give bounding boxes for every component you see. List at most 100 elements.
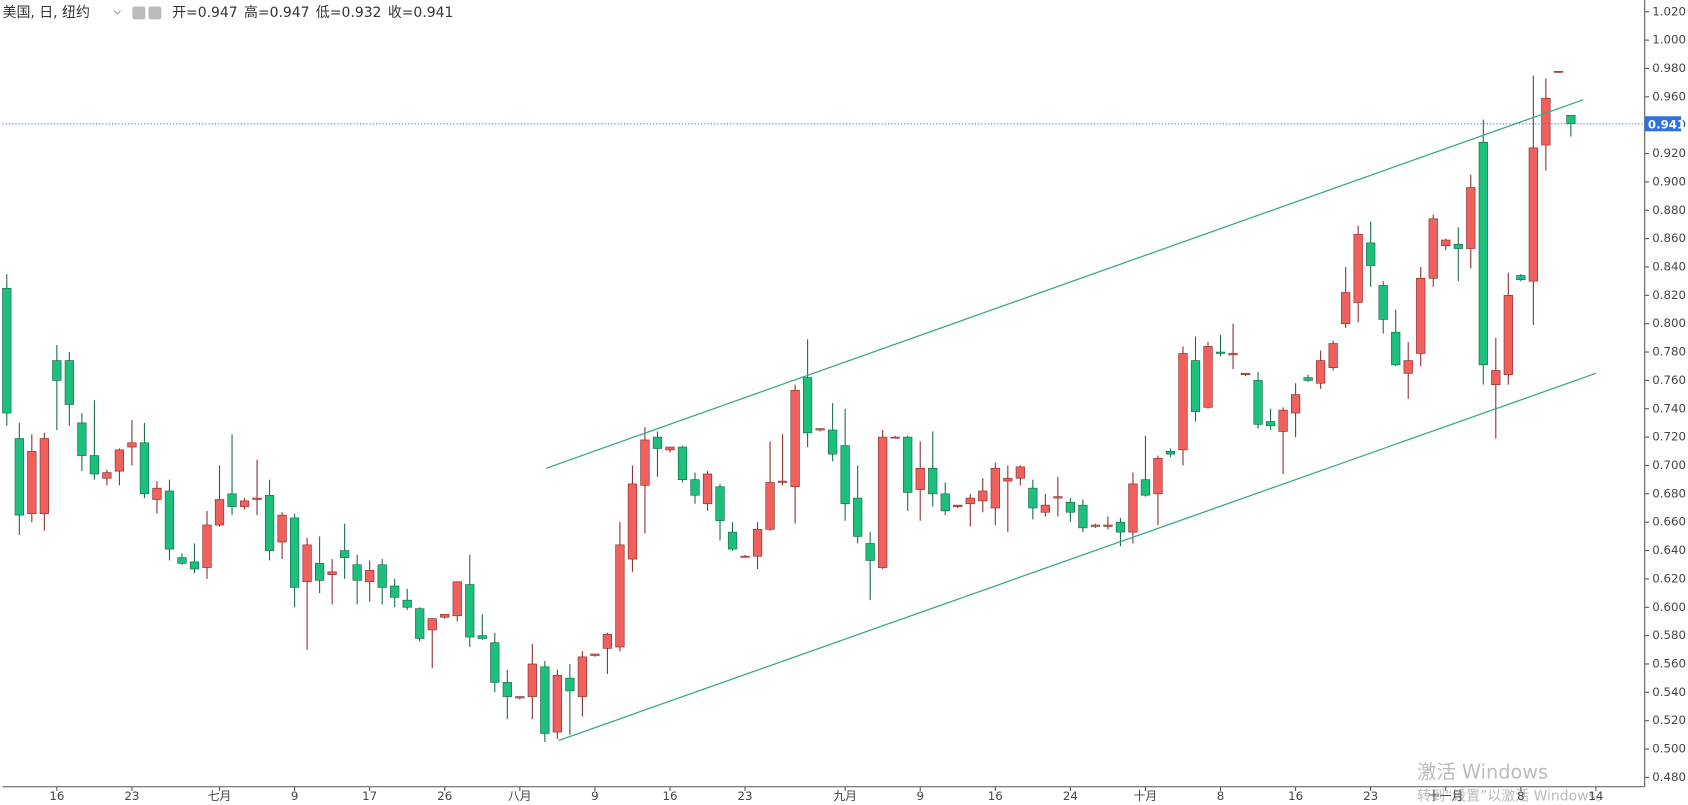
y-tick-label: 0.620 xyxy=(1652,571,1686,585)
candle-body xyxy=(1215,351,1226,354)
candle-body xyxy=(1153,458,1163,495)
ohlc-legend: 收=0.941 xyxy=(388,5,454,21)
candle-body xyxy=(915,467,925,490)
candle-body xyxy=(1303,377,1313,381)
candle-body xyxy=(477,635,487,639)
x-tick-label: 16 xyxy=(1288,789,1303,803)
candle-body xyxy=(1290,394,1301,414)
candle-body xyxy=(139,442,150,495)
candle-body xyxy=(27,450,37,515)
candle-body xyxy=(352,564,362,581)
candle-body xyxy=(1128,483,1138,533)
candle-body xyxy=(252,497,262,500)
x-tick-label: 8 xyxy=(1217,789,1225,803)
candle-body xyxy=(1341,292,1351,325)
candle-body xyxy=(1015,466,1025,479)
candle-body xyxy=(590,653,600,656)
candle-body xyxy=(690,479,700,496)
candle-body xyxy=(1466,187,1476,249)
x-tick-label: 23 xyxy=(738,789,753,803)
candle-body xyxy=(214,499,225,526)
settings-icon[interactable] xyxy=(148,6,162,20)
y-tick-label: 0.760 xyxy=(1652,373,1686,387)
y-tick-label: 0.780 xyxy=(1652,345,1686,359)
y-tick-label: 0.580 xyxy=(1652,628,1686,642)
x-tick-label: 16 xyxy=(662,789,677,803)
x-tick-label: 9 xyxy=(916,789,924,803)
candle-body xyxy=(1253,380,1263,425)
candle-body xyxy=(365,570,375,583)
candle-body xyxy=(390,585,400,598)
candle-body xyxy=(189,561,200,570)
candle-body xyxy=(777,480,788,483)
candle-body xyxy=(302,544,312,583)
y-tick-label: 0.660 xyxy=(1652,515,1686,529)
ohlc-legend: 开=0.947 xyxy=(172,5,238,21)
candle-body xyxy=(652,436,663,449)
candle-body xyxy=(1503,295,1513,376)
candle-body xyxy=(853,497,863,537)
candle-body xyxy=(427,618,437,631)
ohlc-legend: 高=0.947 xyxy=(244,4,310,21)
candle-body xyxy=(1378,285,1388,320)
settings-icon[interactable] xyxy=(132,6,146,20)
candle-body xyxy=(177,557,187,564)
candle-body xyxy=(1391,331,1401,366)
candle-body xyxy=(665,446,675,451)
candle-body xyxy=(1040,504,1050,513)
candle-body xyxy=(114,449,125,472)
y-tick-label: 0.800 xyxy=(1652,316,1686,330)
candle-body xyxy=(1403,360,1413,374)
candle-body xyxy=(1240,372,1251,376)
candle-body xyxy=(677,446,688,480)
candle-body xyxy=(1516,275,1526,281)
candle-body xyxy=(565,677,575,692)
x-tick-label: 16 xyxy=(988,789,1003,803)
chart-title: 美国, 日, 纽约 xyxy=(3,5,90,21)
candle-body xyxy=(990,467,1000,509)
candle-body xyxy=(502,682,512,697)
candle-body xyxy=(715,486,725,522)
candle-body xyxy=(1328,343,1338,368)
candle-body xyxy=(615,544,625,648)
y-tick-label: 0.920 xyxy=(1652,146,1686,160)
y-tick-label: 0.840 xyxy=(1652,259,1686,273)
candle-body xyxy=(928,467,938,495)
y-tick-label: 0.740 xyxy=(1652,401,1686,415)
candle-body xyxy=(1491,370,1501,385)
y-tick-label: 0.560 xyxy=(1652,656,1686,670)
candle-body xyxy=(402,599,412,608)
x-tick-label: 23 xyxy=(1363,789,1378,803)
candle-body xyxy=(1103,524,1113,527)
candle-body xyxy=(1140,479,1151,496)
dropdown-icon[interactable] xyxy=(113,10,121,15)
candle-body xyxy=(515,696,525,699)
candle-body xyxy=(815,428,825,431)
x-tick-label: 9 xyxy=(291,789,299,803)
ohlc-legend: 低=0.932 xyxy=(316,5,382,21)
candle-body xyxy=(1353,234,1363,303)
y-tick-label: 0.500 xyxy=(1652,742,1686,756)
candle-body xyxy=(1528,147,1538,282)
x-tick-label: 26 xyxy=(437,789,452,803)
candle-body xyxy=(878,436,888,568)
candle-body xyxy=(64,360,74,405)
candle-body xyxy=(840,445,850,505)
candle-body xyxy=(77,422,87,456)
candle-body xyxy=(1416,277,1426,354)
candle-body xyxy=(1566,114,1576,125)
candle-body xyxy=(14,438,24,516)
candle-body xyxy=(227,493,237,507)
candle-body xyxy=(602,633,613,649)
y-tick-label: 0.540 xyxy=(1652,685,1686,699)
y-tick-label: 0.820 xyxy=(1652,288,1686,302)
trend-line xyxy=(558,372,1597,742)
y-tick-label: 0.600 xyxy=(1652,600,1686,614)
candle-body xyxy=(1366,242,1376,266)
x-tick-label: 九月 xyxy=(833,789,857,803)
y-tick-label: 1.020 xyxy=(1652,4,1686,18)
x-tick-label: 17 xyxy=(362,789,377,803)
candle-body xyxy=(164,490,175,550)
y-tick-label: 0.980 xyxy=(1652,61,1686,75)
